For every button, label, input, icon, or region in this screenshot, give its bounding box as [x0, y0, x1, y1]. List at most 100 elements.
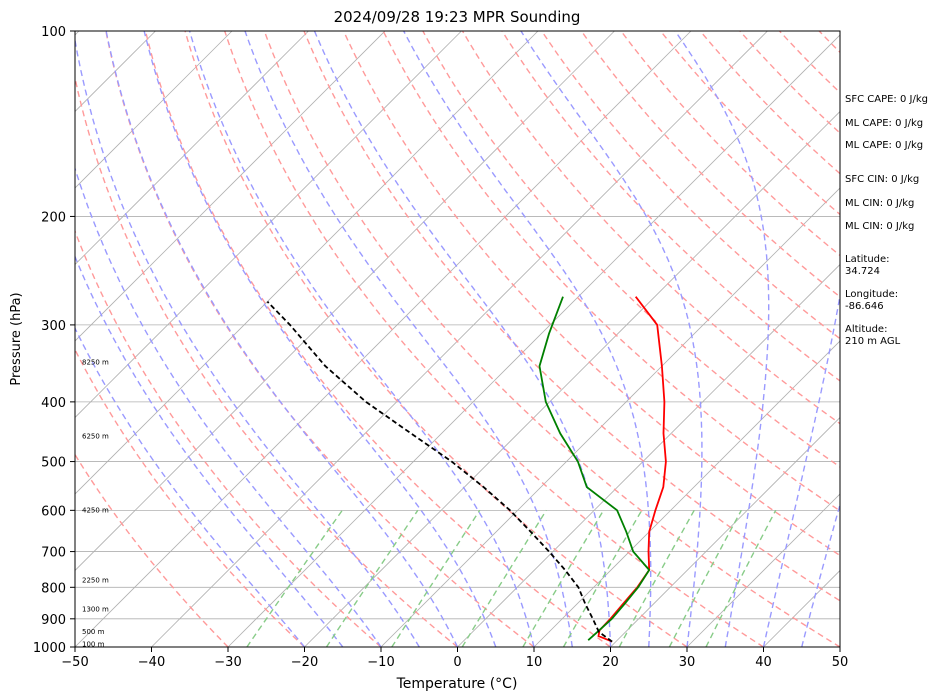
dewpoint-profile-line — [538, 296, 651, 641]
isotherm-line — [75, 31, 615, 572]
height-label: 2250 m — [82, 577, 109, 585]
ml-cape-text: ML CAPE: 0 J/kg — [845, 118, 923, 129]
y-axis-label: Pressure (hPa) — [9, 292, 24, 385]
sfc-cin-text: SFC CIN: 0 J/kg — [845, 174, 919, 185]
moist-adiabat-line — [313, 31, 612, 647]
isotherm-line — [75, 31, 692, 647]
dry-adiabat-line — [620, 31, 840, 257]
moist-adiabat-line — [105, 31, 459, 647]
isotherm-line — [686, 493, 840, 647]
height-label: 500 m — [82, 628, 105, 636]
ml-cin-text: ML CIN: 0 J/kg — [845, 198, 914, 209]
y-axis: 1000 900 800 700 600 500 400 300 200 100 — [33, 25, 75, 656]
moist-adiabat-line — [520, 31, 703, 647]
dry-adiabat-line — [224, 31, 764, 647]
dry-adiabat-line — [461, 31, 840, 425]
x-tick-label: −50 — [61, 655, 88, 670]
moist-adiabat-line — [674, 31, 770, 647]
y-tick-label: 500 — [41, 456, 66, 471]
mixing-ratio-line — [325, 509, 419, 647]
x-tick-label: 20 — [602, 655, 619, 670]
chart-title: 2024/09/28 19:23 MPR Sounding — [334, 8, 581, 26]
mixing-ratio-line — [246, 509, 343, 647]
isotherm-line — [151, 31, 768, 647]
x-tick-label: 50 — [832, 655, 849, 670]
x-tick-label: 10 — [526, 655, 543, 670]
mixing-ratio-line — [522, 509, 605, 647]
moist-adiabat-line — [75, 326, 306, 647]
height-label: 1300 m — [82, 606, 109, 614]
isotherm-line — [457, 263, 840, 647]
y-tick-label: 800 — [41, 581, 66, 596]
mixing-ratio-line — [705, 509, 777, 647]
parcel-profile-line — [266, 300, 613, 643]
dry-adiabat-line — [75, 348, 305, 647]
height-label: 6250 m — [82, 432, 109, 440]
mixing-ratio-line — [461, 509, 547, 647]
isotherm-line — [533, 340, 840, 647]
height-label: 100 m — [82, 640, 105, 648]
x-tick-label: −10 — [367, 655, 394, 670]
moist-adiabat-line — [143, 31, 497, 647]
mixing-ratio-line — [391, 509, 481, 647]
isotherm-line — [610, 416, 840, 647]
isotherm-line — [75, 31, 539, 495]
moist-adiabat-line — [75, 36, 420, 647]
isotherm-line — [380, 187, 840, 647]
longitude-value: -86.646 — [845, 301, 884, 312]
moist-adiabat-line — [188, 31, 535, 647]
info-panel: SFC CAPE: 0 J/kg ML CAPE: 0 J/kg ML CAPE… — [845, 94, 928, 347]
isotherm-line — [75, 31, 462, 419]
y-tick-label: 200 — [41, 210, 66, 225]
y-tick-label: 900 — [41, 613, 66, 628]
moist-adiabat-line — [762, 291, 840, 647]
ml-cin-text-2: ML CIN: 0 J/kg — [845, 221, 914, 232]
x-tick-label: −40 — [138, 655, 165, 670]
mixing-ratio-line — [562, 509, 643, 647]
dry-adiabat-line — [422, 31, 840, 468]
y-tick-label: 1000 — [33, 641, 66, 656]
dry-adiabat-line — [501, 31, 840, 382]
moist-adiabat-line — [75, 166, 382, 647]
x-tick-label: −20 — [291, 655, 318, 670]
height-label: 4250 m — [82, 506, 109, 514]
dry-adiabat-line — [342, 31, 840, 557]
dry-adiabat-line — [541, 31, 840, 340]
dry-adiabat-line — [303, 31, 840, 602]
x-tick-label: 40 — [755, 655, 772, 670]
altitude-value: 210 m AGL — [845, 336, 901, 347]
altitude-label: Altitude: — [845, 324, 887, 335]
sfc-cape-text: SFC CAPE: 0 J/kg — [845, 94, 928, 105]
isotherm-line — [75, 31, 233, 189]
y-tick-label: 600 — [41, 504, 66, 519]
y-tick-label: 700 — [41, 546, 66, 561]
longitude-label: Longitude: — [845, 289, 898, 300]
x-tick-label: 30 — [679, 655, 696, 670]
isotherm-line — [227, 34, 840, 647]
mixing-ratio-line — [618, 509, 695, 647]
ml-cape-text-2: ML CAPE: 0 J/kg — [845, 140, 923, 151]
dry-adiabat-line — [660, 31, 840, 216]
dry-adiabat-line — [75, 229, 382, 647]
x-tick-label: 0 — [453, 655, 461, 670]
y-tick-label: 400 — [41, 396, 66, 411]
x-tick-label: −30 — [214, 655, 241, 670]
isotherm-line — [75, 31, 386, 342]
y-tick-label: 300 — [41, 319, 66, 334]
dry-adiabat-line — [75, 74, 458, 647]
dry-adiabat-line — [263, 31, 840, 647]
x-axis-label: Temperature (°C) — [396, 676, 518, 692]
mixing-ratio-line — [668, 509, 742, 647]
latitude-value: 34.724 — [845, 266, 880, 277]
moist-adiabat-line — [75, 254, 344, 647]
plot-area: 100 m 500 m 1300 m 2250 m 4250 m 6250 m 8250 m — [75, 31, 840, 648]
isotherm-line — [304, 110, 840, 647]
moist-adiabat-line — [244, 31, 573, 647]
height-label: 8250 m — [82, 358, 109, 366]
isotherm-line — [75, 31, 309, 266]
y-tick-label: 100 — [41, 25, 66, 40]
dry-adiabat-line — [144, 31, 611, 647]
x-axis: −50 −40 −30 −20 −10 0 10 20 30 40 50 — [61, 647, 848, 670]
